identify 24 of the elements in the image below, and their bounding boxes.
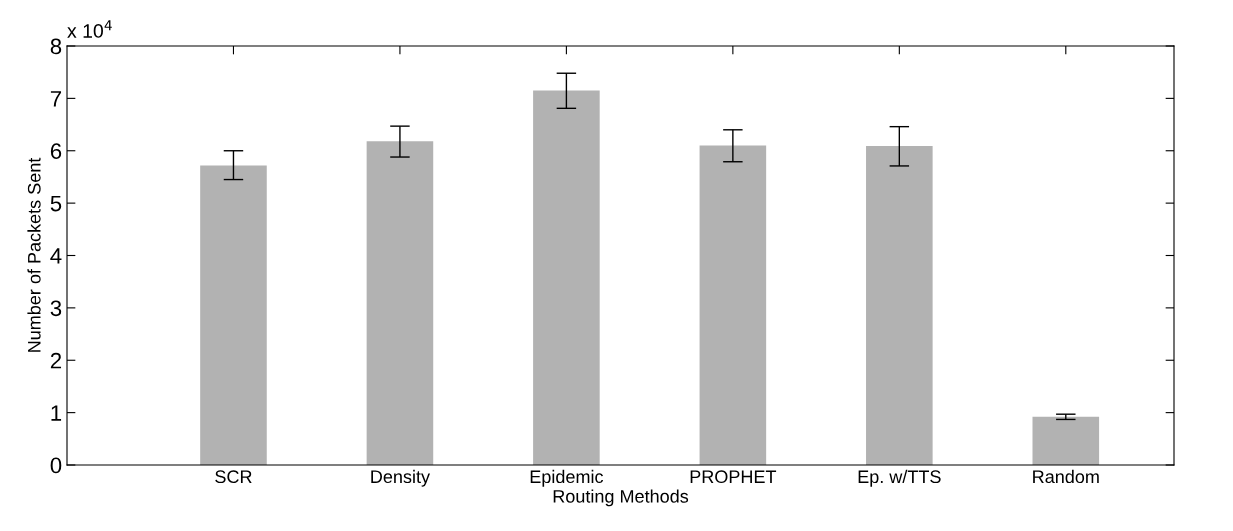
bar: [366, 141, 434, 465]
y-tick-label: 2: [50, 352, 62, 369]
y-tick-label: 8: [50, 38, 62, 55]
y-tick-label: 6: [50, 143, 62, 160]
y-tick-label: 7: [50, 91, 62, 107]
x-tick-label: SCR: [215, 470, 252, 484]
x-tick-label: PROPHET: [690, 470, 777, 484]
x-tick-label: Ep. w/TTS: [858, 469, 941, 487]
bar: [533, 90, 600, 465]
text: x 10$^{4}$: [67, 20, 112, 38]
x-axis-title: Routing Methods: [553, 489, 689, 507]
x-tick-label: Density: [371, 469, 430, 487]
y-tick-label: 4: [50, 248, 62, 264]
bar: [699, 145, 767, 465]
y-tick-label: 0: [50, 457, 62, 474]
y-tick-label: 5: [50, 195, 62, 212]
y-tick-label: 1: [51, 405, 62, 421]
bar: [200, 165, 267, 465]
x-tick-label: Epidemic: [530, 469, 604, 487]
y-axis-title: Number of Packets Sent: [27, 157, 41, 352]
bar: [1032, 416, 1100, 465]
bar: [866, 146, 933, 465]
y-tick-label: 3: [50, 300, 62, 317]
x-tick-label: Random: [1033, 469, 1099, 484]
